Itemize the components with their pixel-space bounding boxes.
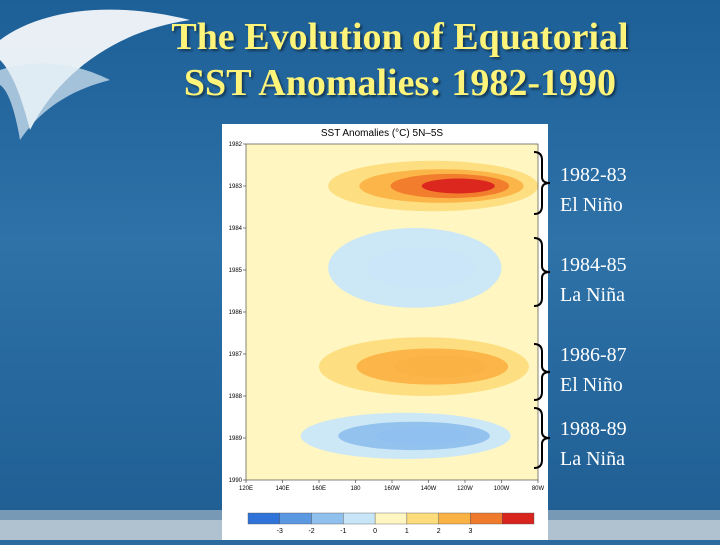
annotation-2-event: La Niña	[560, 284, 625, 306]
y-tick-label: 1989	[229, 436, 243, 442]
x-tick-label: 120W	[457, 486, 473, 492]
colorbar-swatch	[470, 512, 503, 525]
y-tick-label: 1982	[229, 142, 243, 148]
title-line-1: The Evolution of Equatorial	[171, 16, 629, 58]
annotation-1-event: El Niño	[560, 194, 623, 216]
annotation-4: 1988-89 La Niña	[560, 414, 627, 474]
x-tick-label: 140E	[275, 486, 289, 492]
y-tick-label: 1985	[229, 268, 243, 274]
colorbar: -3 -2 -1 0 1 2 3	[247, 512, 535, 535]
heatmap-field	[245, 143, 539, 481]
brace-3	[533, 343, 551, 401]
annotation-3-period: 1986-87	[560, 344, 627, 366]
title-line-2: SST Anomalies: 1982-1990	[183, 62, 617, 104]
brace-2	[533, 237, 551, 307]
x-tick-label: 140W	[421, 486, 437, 492]
colorbar-tick-label: 3	[468, 528, 472, 535]
anomaly-patch-4-level-3	[375, 427, 470, 445]
colorbar-tick-label: 0	[373, 528, 377, 535]
annotation-3-event: El Niño	[560, 374, 623, 396]
y-tick-labels: 1982 1983 1984 1985 1986 1987 1988 1989 1990	[229, 142, 246, 484]
sst-figure: SST Anomalies (°C) 5N–5S 1982 1983 1984 198…	[222, 124, 548, 540]
x-tick-label: 160E	[312, 486, 326, 492]
anomaly-patch-2-level-2	[368, 247, 476, 289]
colorbar-swatch	[311, 512, 344, 525]
x-tick-labels: 120E 140E 160E 180 160W 140W 120W 100W 80W	[239, 480, 545, 492]
anomaly-patch-3-level-3	[394, 355, 488, 378]
colorbar-tick-label: 1	[405, 528, 409, 535]
x-tick-label: 180	[350, 486, 361, 492]
colorbar-swatch	[247, 512, 280, 525]
y-tick-label: 1984	[229, 226, 243, 232]
colorbar-swatch	[406, 512, 439, 525]
y-tick-label: 1987	[229, 352, 243, 358]
x-tick-label: 120E	[239, 486, 253, 492]
annotation-4-period: 1988-89	[560, 418, 627, 440]
y-tick-label: 1986	[229, 310, 243, 316]
y-tick-label: 1988	[229, 394, 243, 400]
colorbar-swatch	[438, 512, 471, 525]
y-tick-label: 1990	[229, 478, 243, 484]
colorbar-tick-label: -2	[308, 528, 314, 535]
annotation-4-event: La Niña	[560, 448, 625, 470]
colorbar-swatch	[279, 512, 312, 525]
colorbar-tick-label: -3	[277, 528, 283, 535]
annotation-1: 1982-83 El Niño	[560, 160, 627, 220]
annotation-3: 1986-87 El Niño	[560, 340, 627, 400]
anomaly-patch-1-level-4	[421, 178, 495, 194]
chart-title: SST Anomalies (°C) 5N–5S	[321, 128, 444, 139]
sst-heatmap-chart: SST Anomalies (°C) 5N–5S 198219831984198…	[229, 128, 545, 535]
annotation-2-period: 1984-85	[560, 254, 627, 276]
annotation-2: 1984-85 La Niña	[560, 250, 627, 310]
y-tick-label: 1983	[229, 184, 243, 190]
colorbar-swatch	[502, 512, 535, 525]
x-tick-label: 100W	[494, 486, 510, 492]
annotation-braces	[533, 151, 551, 469]
brace-4	[533, 407, 551, 469]
annotation-1-period: 1982-83	[560, 164, 627, 186]
x-tick-label: 160W	[384, 486, 400, 492]
brace-1	[533, 151, 551, 215]
colorbar-tick-label: 2	[437, 528, 441, 535]
slide-title: The Evolution of Equatorial SST Anomalie…	[110, 14, 690, 106]
colorbar-swatch	[343, 512, 376, 525]
x-tick-label: 80W	[532, 486, 545, 492]
colorbar-swatch	[374, 512, 408, 525]
colorbar-tick-label: -1	[340, 528, 346, 535]
